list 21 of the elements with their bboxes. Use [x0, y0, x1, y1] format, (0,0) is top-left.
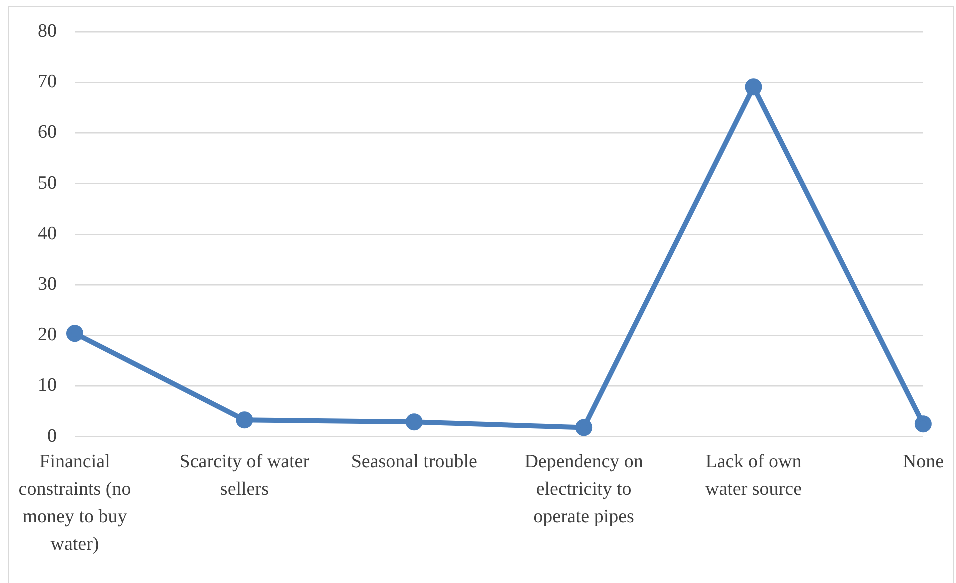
y-tick-label: 10: [38, 375, 57, 396]
y-tick-label: 0: [48, 426, 57, 447]
x-tick-label: Scarcity of water sellers: [180, 452, 310, 500]
x-tick-label: Seasonal trouble: [351, 452, 478, 473]
point: [66, 325, 84, 342]
y-tick-label: 30: [38, 274, 57, 295]
y-tick-label: 60: [38, 122, 57, 144]
y-tick-label: 20: [38, 324, 57, 346]
x-tick-label: Lack of own water source: [705, 452, 802, 500]
y-tick-label: 40: [38, 223, 57, 244]
point: [406, 414, 423, 431]
y-tick-label: 70: [38, 72, 57, 93]
y-tick-label: 50: [38, 172, 57, 194]
point: [914, 416, 932, 433]
y-tick-label: 80: [38, 20, 57, 42]
x-tick-label: Dependency on electricity to operate pipes: [524, 452, 644, 528]
point: [745, 78, 762, 96]
point: [236, 412, 254, 429]
point: [576, 419, 593, 436]
x-tick-label: Financial constraints (no money to buy water): [18, 452, 132, 556]
x-tick-label: None: [902, 452, 944, 473]
